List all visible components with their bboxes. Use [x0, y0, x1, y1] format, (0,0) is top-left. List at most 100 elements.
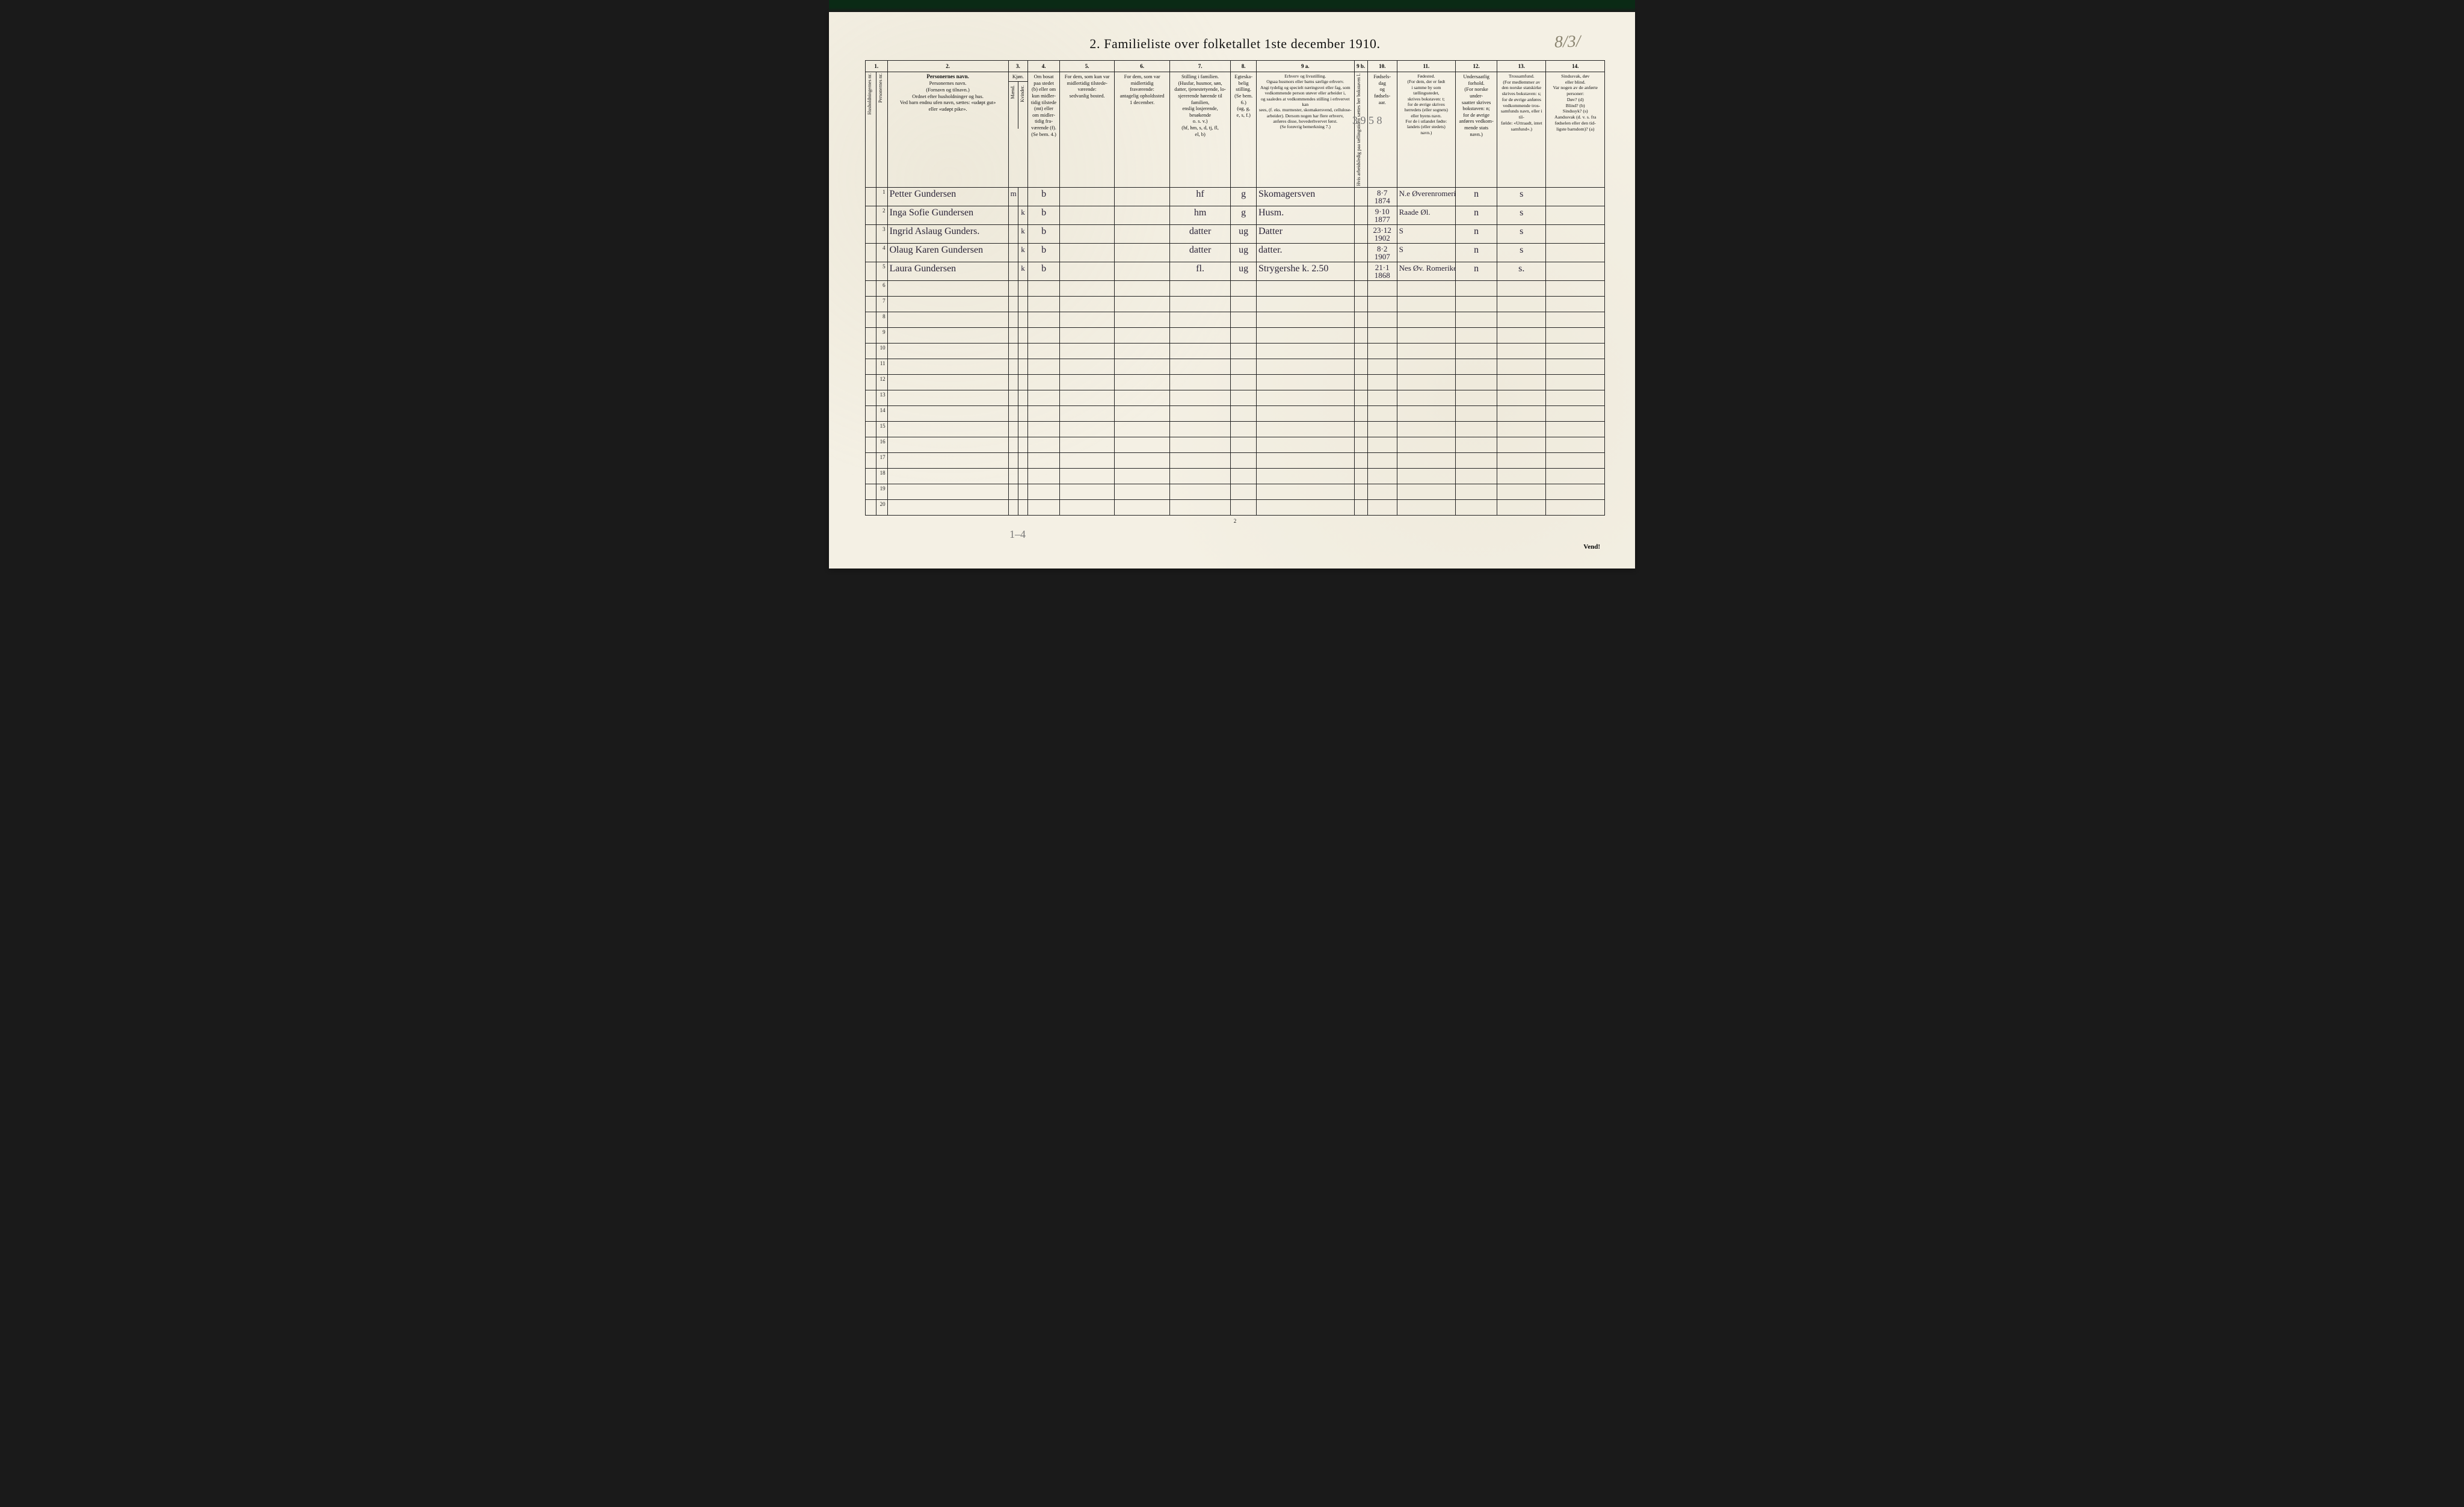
empty-cell: [1169, 500, 1231, 516]
nationality-cell: n: [1456, 262, 1497, 281]
empty-cell: [1169, 281, 1231, 297]
unemployed-cell: [1354, 225, 1367, 244]
household-no-cell: [866, 297, 876, 312]
empty-cell: [1456, 437, 1497, 453]
household-no-cell: [866, 406, 876, 422]
hdr-name: Personernes navn.Personernes navn. (Forn…: [887, 72, 1008, 188]
empty-cell: [1018, 500, 1027, 516]
empty-cell: [1231, 281, 1257, 297]
empty-cell: [1231, 344, 1257, 359]
empty-cell: [1546, 359, 1605, 375]
empty-cell: [1367, 484, 1397, 500]
empty-cell: [1018, 359, 1027, 375]
empty-cell: [887, 281, 1008, 297]
religion-cell: s: [1497, 225, 1546, 244]
religion-cell: s: [1497, 206, 1546, 225]
pencil-annotation-top: 3 9 5 8: [1352, 114, 1382, 127]
empty-cell: [1115, 390, 1169, 406]
empty-cell: [887, 500, 1008, 516]
birthplace-cell: S: [1397, 244, 1456, 262]
nationality-cell: n: [1456, 206, 1497, 225]
empty-cell: [1257, 375, 1355, 390]
empty-cell: [1456, 344, 1497, 359]
empty-cell: [1008, 469, 1018, 484]
empty-cell: [1397, 281, 1456, 297]
empty-cell: [1546, 406, 1605, 422]
colnum-3: 3.: [1008, 61, 1028, 72]
empty-cell: [1456, 281, 1497, 297]
disability-cell: [1546, 188, 1605, 206]
empty-cell: [1257, 344, 1355, 359]
empty-cell: [1028, 375, 1060, 390]
vend-label: Vend!: [865, 543, 1605, 550]
empty-cell: [1497, 469, 1546, 484]
unemployed-cell: [1354, 188, 1367, 206]
empty-cell: [1059, 297, 1114, 312]
colnum-13: 13.: [1497, 61, 1546, 72]
empty-cell: [1028, 312, 1060, 328]
empty-cell: [1367, 359, 1397, 375]
person-no-cell: 2: [876, 206, 887, 225]
nationality-cell: n: [1456, 225, 1497, 244]
empty-cell: [1497, 328, 1546, 344]
female-cell: k: [1018, 225, 1027, 244]
scan-top-edge: [829, 0, 1635, 12]
empty-cell: [1018, 297, 1027, 312]
empty-cell: [1354, 453, 1367, 469]
empty-cell: [1546, 390, 1605, 406]
hdr-disability: Sindssvak, døv eller blind. Var nogen av…: [1546, 72, 1605, 188]
empty-cell: [1354, 422, 1367, 437]
empty-cell: [1257, 453, 1355, 469]
empty-cell: [1169, 312, 1231, 328]
empty-cell: [1028, 328, 1060, 344]
empty-cell: [1497, 281, 1546, 297]
empty-cell: [1257, 469, 1355, 484]
name-cell: Olaug Karen Gundersen: [887, 244, 1008, 262]
empty-cell: [1018, 281, 1027, 297]
empty-cell: [1546, 484, 1605, 500]
empty-cell: [1018, 328, 1027, 344]
hdr-male: Mænd.: [1009, 82, 1018, 129]
household-no-cell: [866, 188, 876, 206]
empty-cell: [1456, 484, 1497, 500]
empty-cell: [1367, 281, 1397, 297]
colnum-11: 11.: [1397, 61, 1456, 72]
household-no-cell: [866, 469, 876, 484]
female-cell: k: [1018, 206, 1027, 225]
empty-cell: [1546, 453, 1605, 469]
empty-cell: [1115, 500, 1169, 516]
empty-cell: [1397, 406, 1456, 422]
marital-cell: g: [1231, 206, 1257, 225]
person-no-cell: 20: [876, 500, 887, 516]
family-pos-cell: hf: [1169, 188, 1231, 206]
table-row: 13: [866, 390, 1605, 406]
colnum-7: 7.: [1169, 61, 1231, 72]
empty-cell: [1497, 312, 1546, 328]
absent-cell: [1115, 262, 1169, 281]
empty-cell: [1169, 297, 1231, 312]
empty-cell: [1169, 469, 1231, 484]
empty-cell: [1028, 484, 1060, 500]
present-cell: [1059, 244, 1114, 262]
empty-cell: [1059, 375, 1114, 390]
table-row: 15: [866, 422, 1605, 437]
empty-cell: [1115, 281, 1169, 297]
empty-cell: [1497, 297, 1546, 312]
family-pos-cell: hm: [1169, 206, 1231, 225]
empty-cell: [1456, 500, 1497, 516]
nationality-cell: n: [1456, 188, 1497, 206]
empty-cell: [1008, 281, 1018, 297]
person-no-cell: 8: [876, 312, 887, 328]
birthdate-cell: 9·10 1877: [1367, 206, 1397, 225]
household-no-cell: [866, 262, 876, 281]
family-pos-cell: datter: [1169, 244, 1231, 262]
empty-cell: [1169, 453, 1231, 469]
hdr-birthdate: Fødsels- dag og fødsels- aar.: [1367, 72, 1397, 188]
household-no-cell: [866, 375, 876, 390]
birthdate-cell: 8·7 1874: [1367, 188, 1397, 206]
hdr-sex: Kjøn. Mænd. Kvinder.: [1008, 72, 1028, 188]
colnum-9a: 9 a.: [1257, 61, 1355, 72]
empty-cell: [1169, 422, 1231, 437]
empty-cell: [1367, 453, 1397, 469]
table-row: 19: [866, 484, 1605, 500]
